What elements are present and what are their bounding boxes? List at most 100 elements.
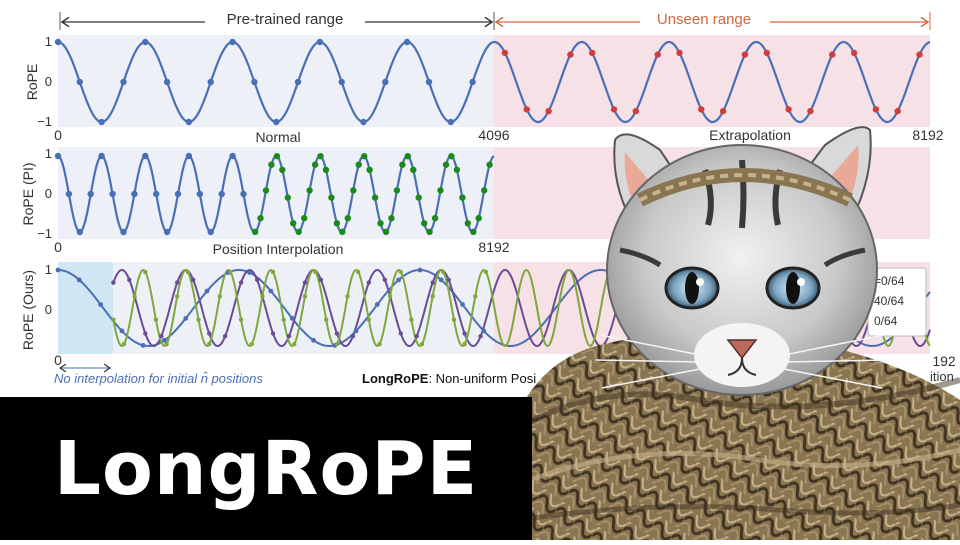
longrope-point-purple-4 [175,280,180,285]
pretrained-range-arrow: Pre-trained range [59,10,495,30]
longrope-point-blue-19 [460,302,465,307]
xlabel-start: 0 [54,352,62,368]
pi-point-green-24 [382,228,390,235]
longrope-point-olive-33 [462,341,467,347]
longrope-point-purple-12 [302,280,308,285]
longrope-point-blue-9 [247,270,253,275]
pi-point-green-9 [301,215,308,222]
cat-rope-illustration [513,126,960,540]
extrapolation-point-0 [501,49,509,57]
panel-title-longrope: LongRoPE: Non-uniform Posi [362,371,536,386]
pi-point-blue-10 [163,228,171,236]
ytick-minus1: −1 [37,226,52,241]
longrope-point-purple-22 [462,331,467,336]
longrope-point-purple-13 [318,277,324,282]
pi-point-blue-16 [229,152,236,160]
longrope-point-purple-3 [159,334,164,339]
longrope-point-olive-10 [217,294,222,299]
pi-point-blue-9 [153,190,160,198]
longrope-point-purple-5 [191,277,196,282]
longrope-point-purple-16 [366,280,371,285]
pi-point-green-20 [361,153,368,160]
extrapolation-point-4 [589,49,596,57]
pi-point-green-34 [437,187,444,194]
pi-point-blue-0 [54,152,62,160]
longrope-point-purple-21 [446,277,451,282]
longrope-point-olive-5 [164,341,169,347]
normal-point-13 [338,78,345,86]
longrope-point-olive-3 [143,269,148,275]
longrope-point-olive-30 [430,294,435,299]
normal-point-16 [403,38,411,46]
title-banner: LongRoPE [0,397,532,540]
longrope-point-purple-18 [398,331,403,336]
legend-entry-3: 0/64 [874,314,898,328]
normal-point-19 [469,78,476,86]
pi-point-blue-1 [65,190,73,198]
pi-point-green-30 [415,194,422,201]
pi-point-green-2 [262,187,270,194]
ylabel-rope-pi: RoPE (PI) [20,162,36,225]
longrope-point-blue-2 [98,302,103,307]
longrope-point-blue-16 [396,277,401,283]
longrope-point-purple-0 [111,280,116,285]
pi-point-green-10 [306,187,313,194]
pi-point-green-27 [399,161,406,168]
extrapolation-point-11 [741,51,749,58]
extrapolation-point-3 [567,51,574,58]
longrope-point-olive-24 [366,317,371,322]
longrope-point-olive-35 [483,269,489,275]
pi-point-green-11 [311,161,319,168]
normal-point-1 [76,78,84,86]
longrope-point-blue-12 [311,337,316,343]
longrope-point-olive-19 [313,269,318,275]
longrope-point-olive-25 [377,341,382,347]
pi-point-green-14 [328,194,335,201]
pi-point-blue-15 [218,190,225,198]
longrope-point-olive-16 [281,317,286,322]
longrope-point-purple-9 [254,277,260,282]
pi-point-blue-6 [120,228,127,236]
ytick-0: 0 [45,186,52,201]
pi-point-green-15 [333,220,341,227]
longrope-point-olive-27 [398,269,403,275]
pi-point-green-8 [295,228,302,235]
pi-point-green-28 [404,153,411,160]
pi-point-blue-8 [142,152,149,160]
pi-point-green-1 [257,215,264,222]
panel-normal: RoPE 1 0 −1 0 4096 8192 Normal Extrapola… [24,34,944,145]
pi-point-green-4 [273,153,281,160]
normal-point-11 [294,78,302,86]
normal-point-14 [360,118,367,126]
panel-title-normal: Normal [255,129,300,145]
normal-point-17 [425,78,433,86]
extrapolation-point-8 [676,49,683,57]
pi-point-green-3 [268,161,275,168]
longrope-point-blue-5 [162,337,167,343]
longrope-point-purple-7 [222,334,228,339]
longrope-point-olive-28 [409,317,414,322]
longrope-point-blue-17 [417,267,423,273]
extrapolation-point-2 [545,107,552,115]
legend-entry-2: 40/64 [874,294,904,308]
xlabel-end: 192 [932,353,956,369]
pi-point-green-29 [410,166,417,173]
pi-point-green-37 [453,166,461,173]
longrope-point-purple-20 [430,280,435,285]
ytick-0: 0 [45,302,52,317]
normal-point-4 [142,38,149,46]
longrope-point-olive-6 [175,294,180,299]
normal-point-10 [273,118,280,126]
pi-point-green-19 [355,161,362,168]
normal-point-18 [447,118,454,126]
longrope-point-olive-0 [111,317,116,322]
normal-point-7 [207,78,214,86]
extrapolation-point-10 [719,107,727,115]
ytick-minus1: −1 [37,114,52,129]
pi-point-blue-13 [196,190,203,198]
panel-longrope: RoPE (Ours) 1 0 0 No interpolation for i… [20,262,956,386]
longrope-point-olive-21 [334,341,340,347]
longrope-point-olive-34 [473,294,478,299]
longrope-point-purple-11 [286,334,292,339]
